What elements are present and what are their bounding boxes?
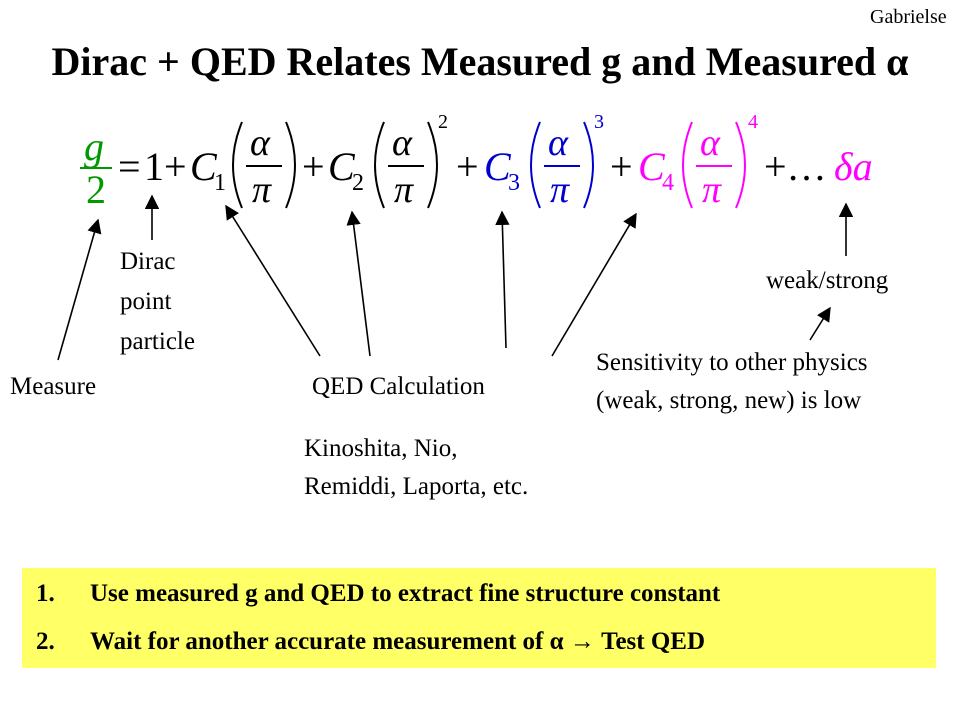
eq-ellipsis: +… <box>764 144 827 189</box>
eq-c1-sub: 1 <box>214 170 226 196</box>
eq-delta-a: δa <box>834 144 873 189</box>
summary-item-1-text: Use measured g and QED to extract fine s… <box>90 580 721 607</box>
eq-c4-sub: 4 <box>662 170 674 196</box>
measure-label: Measure <box>10 373 97 400</box>
summary-item-1-number: 1. <box>36 580 55 607</box>
eq-paren-left-2 <box>374 121 385 209</box>
arrow-qed-c4 <box>551 212 637 357</box>
qed-calculation-label: QED Calculation <box>312 373 485 400</box>
eq-paren-left-4 <box>682 121 693 209</box>
eq-c3: C <box>484 144 512 189</box>
summary-item-2-number: 2. <box>36 628 55 655</box>
eq-alpha-3: α <box>548 122 569 164</box>
arrow-sensitivity <box>809 306 831 341</box>
eq-equals: = <box>118 144 141 189</box>
dirac-point-particle-label: Dirac point particle <box>120 242 195 362</box>
eq-pi-1: π <box>252 169 272 211</box>
eq-alpha-1: α <box>250 122 271 164</box>
eq-paren-right-2 <box>427 121 438 209</box>
weak-strong-label: weak/strong <box>766 267 889 294</box>
eq-paren-right-1 <box>285 121 296 209</box>
eq-c3-sub: 3 <box>508 170 520 196</box>
dirac-line-2: point <box>120 288 172 315</box>
author-name: Gabrielse <box>870 6 947 28</box>
dirac-line-1: Dirac <box>120 248 176 275</box>
summary-box: 1. Use measured g and QED to extract fine… <box>22 568 936 668</box>
slide-title: Dirac + QED Relates Measured g and Measu… <box>51 39 909 84</box>
arrow-qed-c3 <box>495 210 510 349</box>
eq-pi-2: π <box>394 169 414 211</box>
equation: g 2 = 1 + C 1 α π + C 2 α π 2 + C 3 α π … <box>80 111 873 212</box>
summary-item-2-text: Wait for another accurate measurement of… <box>90 628 706 655</box>
eq-exp-4: 4 <box>748 111 758 133</box>
summary-item-1: 1. Use measured g and QED to extract fine… <box>36 580 720 608</box>
arrow-measure <box>57 218 102 361</box>
eq-alpha-2: α <box>392 122 413 164</box>
sensitivity-line-2: (weak, strong, new) is low <box>596 387 862 414</box>
sensitivity-label: Sensitivity to other physics (weak, stro… <box>596 344 868 420</box>
summary-item-2: 2. Wait for another accurate measurement … <box>36 628 705 656</box>
eq-c2-sub: 2 <box>352 170 364 196</box>
eq-g: g <box>84 124 104 169</box>
kinoshita-line-2: Remiddi, Laporta, etc. <box>304 473 529 500</box>
eq-c4: C <box>638 144 666 189</box>
eq-exp-3: 3 <box>594 111 604 133</box>
kinoshita-line-1: Kinoshita, Nio, <box>304 435 458 462</box>
kinoshita-label: Kinoshita, Nio, Remiddi, Laporta, etc. <box>304 430 528 506</box>
eq-paren-left-3 <box>530 121 541 209</box>
eq-c1: C <box>190 144 218 189</box>
eq-two: 2 <box>86 167 106 212</box>
eq-pi-4: π <box>702 169 722 211</box>
eq-pi-3: π <box>550 169 570 211</box>
eq-c2: C <box>328 144 356 189</box>
eq-plus-2: + <box>302 144 325 189</box>
eq-exp-2: 2 <box>438 111 448 133</box>
arrow-qed-c2 <box>346 210 371 357</box>
eq-one: 1 <box>144 144 164 189</box>
eq-plus-1: + <box>164 144 187 189</box>
eq-paren-right-3 <box>583 121 594 209</box>
eq-paren-left-1 <box>232 121 243 209</box>
eq-plus-4: + <box>610 144 633 189</box>
eq-plus-3: + <box>456 144 479 189</box>
eq-alpha-4: α <box>700 122 721 164</box>
arrow-qed-c1 <box>225 204 321 357</box>
eq-paren-right-4 <box>735 121 746 209</box>
sensitivity-line-1: Sensitivity to other physics <box>596 349 868 376</box>
dirac-line-3: particle <box>120 328 195 355</box>
